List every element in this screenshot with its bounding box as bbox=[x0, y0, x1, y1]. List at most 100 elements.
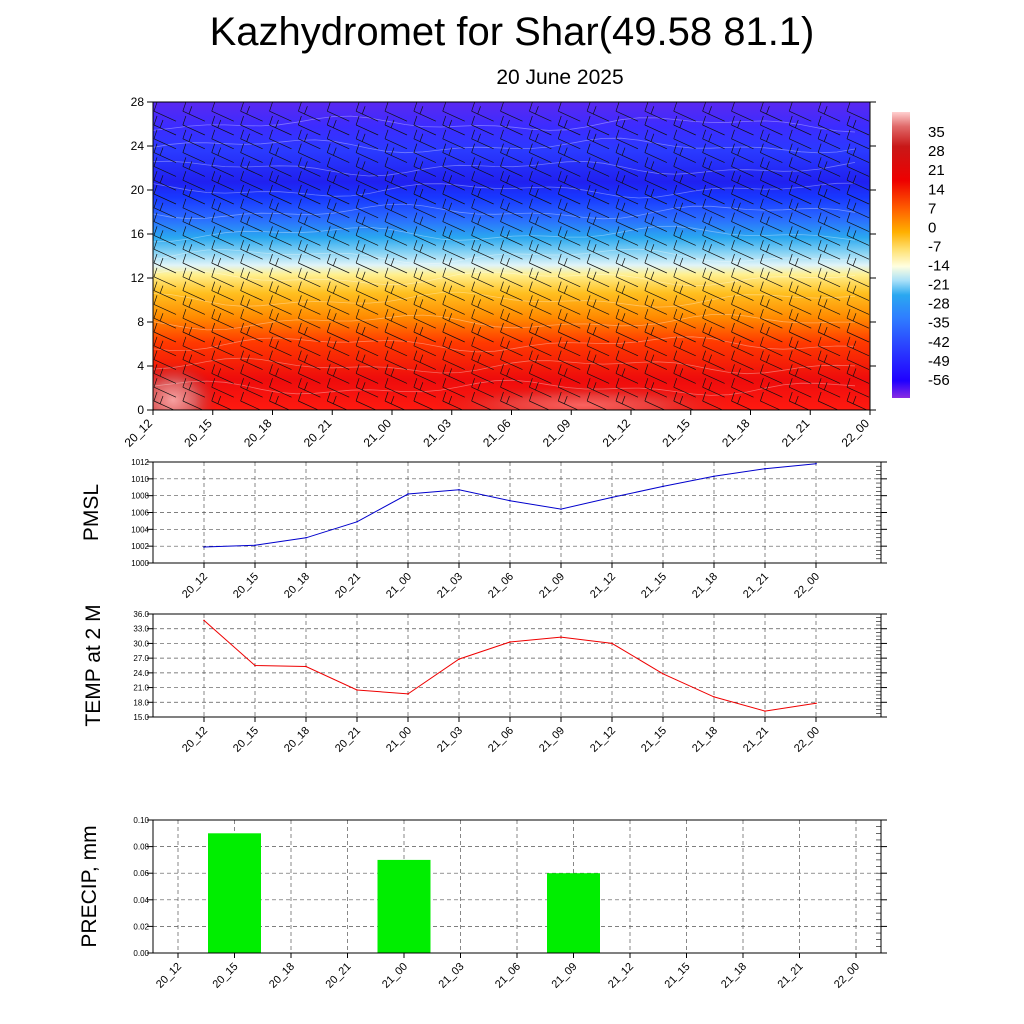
precip-bar bbox=[208, 833, 261, 953]
wind-barb bbox=[702, 115, 725, 136]
wind-barb bbox=[615, 322, 639, 343]
wind-barb bbox=[846, 184, 870, 205]
wind-barb bbox=[788, 129, 812, 150]
wind-barb bbox=[326, 336, 350, 357]
x-tick-label: 20_18 bbox=[282, 725, 312, 755]
wind-barb bbox=[269, 157, 292, 177]
wind-barb bbox=[326, 184, 350, 205]
wind-barb bbox=[731, 253, 754, 274]
wind-barb bbox=[298, 157, 321, 177]
wind-barb bbox=[240, 129, 263, 150]
wind-barb bbox=[557, 391, 579, 410]
wind-barb bbox=[615, 309, 639, 329]
wind-barb bbox=[269, 281, 292, 301]
x-tick-label: 21_03 bbox=[435, 725, 465, 755]
wind-barb bbox=[269, 378, 292, 398]
wind-barb bbox=[211, 212, 234, 232]
wind-barb bbox=[153, 157, 177, 177]
x-tick-label: 21_03 bbox=[437, 961, 467, 991]
wind-barb bbox=[760, 322, 783, 343]
wind-barb bbox=[846, 391, 868, 410]
wind-barb bbox=[384, 240, 408, 260]
y-tick-label: 0.06 bbox=[133, 869, 149, 878]
y-tick-label: 21.0 bbox=[133, 684, 149, 693]
isotherm-contour bbox=[153, 357, 856, 375]
wind-barb bbox=[182, 184, 206, 205]
wind-barb bbox=[586, 240, 610, 260]
wind-barb bbox=[500, 143, 523, 163]
data-point bbox=[254, 544, 256, 547]
wind-barb bbox=[731, 198, 754, 219]
x-tick-label: 21_15 bbox=[639, 725, 669, 755]
y-tick-label: 0.00 bbox=[133, 949, 149, 958]
wind-barb bbox=[760, 309, 783, 329]
wind-barb bbox=[788, 226, 812, 246]
wind-barb bbox=[355, 350, 379, 370]
wind-barb bbox=[211, 143, 234, 163]
data-point bbox=[611, 642, 613, 645]
wind-barb bbox=[182, 322, 206, 343]
wind-barb bbox=[846, 322, 870, 343]
wind-barb bbox=[760, 378, 783, 398]
wind-barb bbox=[153, 143, 177, 163]
x-tick-label: 21_00 bbox=[361, 416, 395, 450]
wind-barb bbox=[557, 364, 581, 384]
wind-barb bbox=[731, 364, 754, 384]
wind-barb bbox=[586, 336, 610, 357]
x-tick-label: 20_18 bbox=[282, 571, 312, 601]
wind-barb bbox=[644, 267, 668, 288]
wind-barb bbox=[529, 378, 552, 398]
wind-barb bbox=[788, 295, 812, 315]
wind-barb bbox=[471, 129, 494, 150]
y-tick-label: 15.0 bbox=[133, 713, 149, 722]
wind-barb bbox=[644, 253, 668, 274]
colorbar-label: -7 bbox=[928, 238, 941, 255]
wind-barb bbox=[702, 309, 725, 329]
wind-barb bbox=[529, 295, 552, 315]
wind-barb bbox=[240, 171, 263, 191]
wind-barb bbox=[326, 267, 350, 288]
wind-barb bbox=[442, 226, 465, 246]
x-tick-label: 21_00 bbox=[384, 571, 414, 601]
wind-barb bbox=[529, 198, 552, 219]
wind-barb bbox=[355, 322, 379, 343]
x-tick-label: 21_18 bbox=[719, 416, 753, 450]
data-point bbox=[407, 493, 409, 495]
x-tick-label: 20_21 bbox=[333, 571, 363, 601]
wind-barb bbox=[557, 322, 581, 343]
heatmap-field bbox=[153, 102, 870, 410]
wind-barb bbox=[731, 322, 754, 343]
wind-barb bbox=[673, 212, 696, 232]
wind-barb bbox=[413, 281, 437, 301]
wind-barb bbox=[384, 309, 408, 329]
wind-barb bbox=[529, 391, 551, 410]
wind-barb bbox=[644, 309, 668, 329]
x-tick-label: 20_12 bbox=[122, 416, 156, 450]
wind-barb bbox=[153, 322, 177, 343]
chart-date: 20 June 2025 bbox=[496, 66, 624, 89]
wind-barb bbox=[615, 184, 639, 205]
wind-barb bbox=[326, 309, 350, 329]
wind-barb bbox=[355, 336, 379, 357]
wind-barb bbox=[846, 378, 870, 398]
wind-barb bbox=[298, 295, 321, 315]
wind-barb bbox=[529, 309, 552, 329]
wind-barb bbox=[644, 143, 668, 163]
wind-barb bbox=[442, 157, 465, 177]
plot-frame bbox=[152, 613, 882, 718]
wind-barb bbox=[442, 115, 465, 136]
wind-barb bbox=[846, 143, 870, 163]
wind-barb bbox=[673, 267, 696, 288]
wind-barb bbox=[384, 281, 408, 301]
wind-barb bbox=[702, 226, 725, 246]
wind-barb bbox=[384, 198, 408, 219]
wind-barb bbox=[211, 171, 234, 191]
wind-barb bbox=[846, 102, 870, 122]
wind-barb bbox=[355, 143, 379, 163]
wind-barb bbox=[615, 240, 639, 260]
y-tick-label: 0.10 bbox=[133, 816, 149, 825]
wind-barb bbox=[269, 240, 292, 260]
wind-barb bbox=[731, 143, 754, 163]
wind-barb bbox=[211, 322, 234, 343]
wind-barb bbox=[240, 157, 263, 177]
